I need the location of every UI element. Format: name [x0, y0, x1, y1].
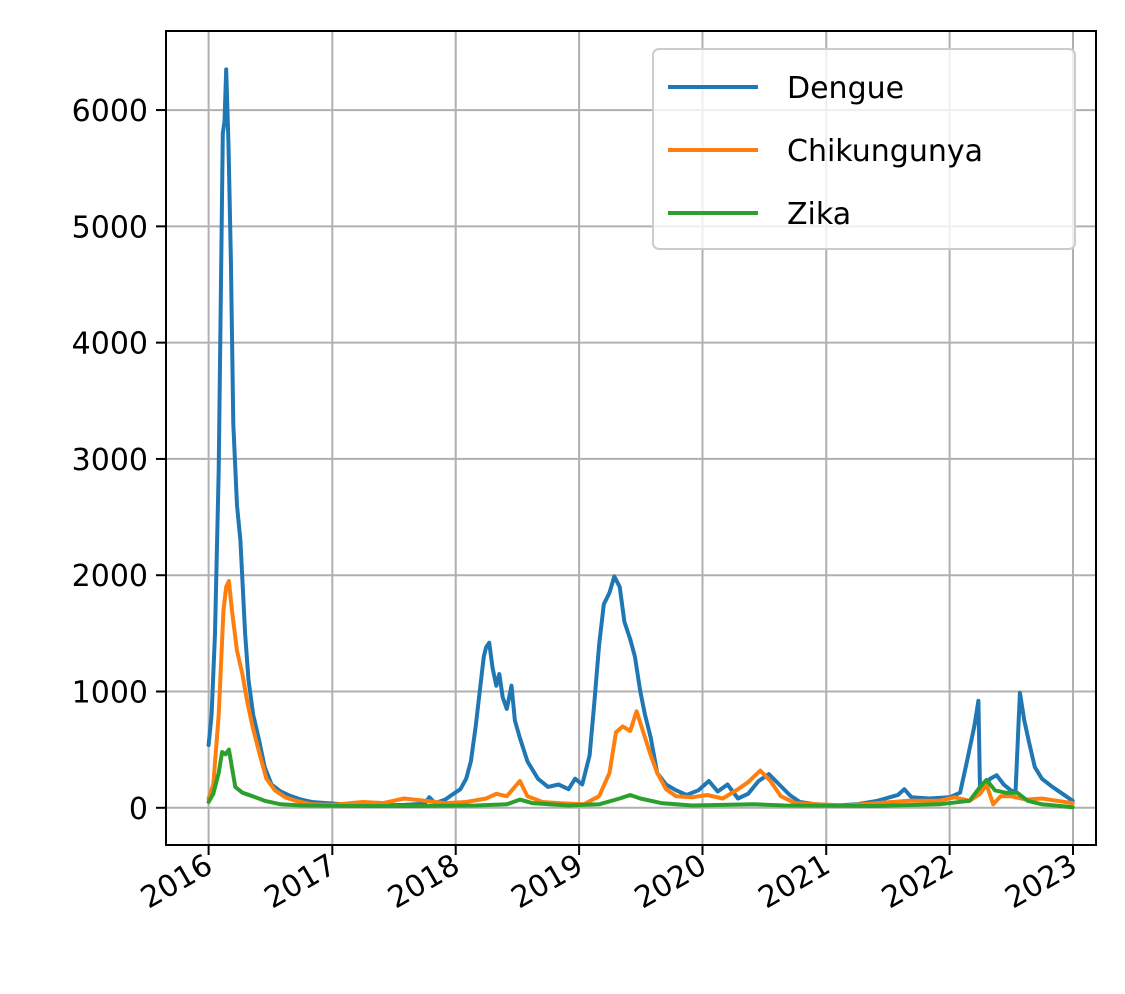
legend-label-dengue: Dengue	[787, 71, 904, 106]
legend-label-chikungunya: Chikungunya	[787, 134, 983, 169]
y-tick-label: 6000	[72, 94, 148, 129]
y-tick-label: 4000	[72, 327, 148, 362]
plot-frame	[165, 30, 1097, 846]
y-tick-label: 1000	[72, 676, 148, 711]
legend-label-zika: Zika	[787, 197, 851, 232]
legend: Dengue Chikungunya Zika	[652, 48, 1076, 250]
legend-box	[652, 48, 1076, 250]
y-tick-label: 5000	[72, 210, 148, 245]
series-line-chikungunya	[206, 579, 1075, 808]
y-tick-label: 2000	[72, 559, 148, 594]
series-layer	[206, 67, 1075, 810]
y-tick-label: 0	[129, 792, 148, 827]
y-tick-label: 3000	[72, 443, 148, 478]
series-line-zika	[206, 747, 1075, 810]
